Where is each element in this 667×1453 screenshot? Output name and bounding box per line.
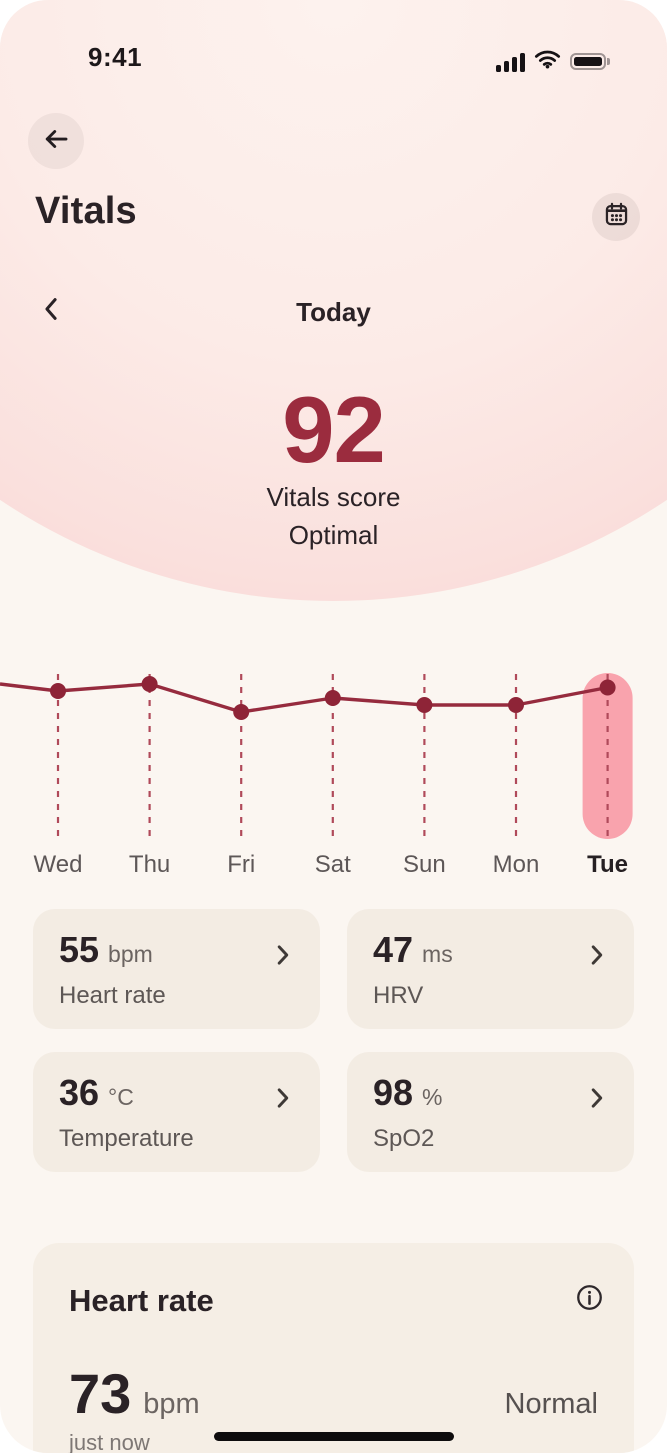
metric-label: HRV (373, 982, 424, 1009)
metric-unit: bpm (108, 941, 153, 967)
status-bar-icons (495, 49, 610, 74)
weekly-score-chart (0, 673, 633, 839)
metric-unit: ms (422, 941, 453, 967)
chevron-right-icon (272, 1085, 294, 1116)
chart-day-label[interactable]: Mon (492, 851, 540, 878)
metric-label: Temperature (59, 1125, 194, 1152)
chart-data-point (141, 676, 158, 692)
metric-value: 47 (373, 929, 414, 970)
detail-value: 73 (69, 1362, 132, 1425)
battery-icon (569, 53, 610, 70)
vitals-score-label: Vitals score (266, 482, 401, 512)
metric-value: 55 (59, 929, 100, 970)
cellular-signal-icon (495, 52, 525, 72)
metric-label: Heart rate (59, 982, 166, 1009)
chart-day-label[interactable]: Wed (33, 851, 83, 878)
vitals-score-value: 92 (282, 377, 386, 482)
detail-card-title: Heart rate (69, 1283, 214, 1318)
chart-data-point (50, 683, 66, 699)
hero-gradient (0, 0, 667, 601)
chart-data-point (599, 679, 616, 696)
chart-trend-line (0, 682, 608, 714)
home-indicator[interactable] (213, 1432, 454, 1441)
chart-data-point (233, 704, 250, 720)
chevron-right-icon (272, 942, 294, 973)
chart-day-label[interactable]: Fri (227, 851, 256, 878)
back-button[interactable] (28, 113, 84, 169)
date-label: Today (296, 297, 371, 327)
metric-card-spo2[interactable]: 98 % SpO2 (347, 1052, 634, 1172)
heart-rate-detail-card: Heart rate 73 bpm Normal just now (33, 1243, 634, 1453)
chart-day-labels: Wed Thu Fri Sat Sun Mon Tue (0, 851, 667, 883)
calendar-icon (603, 201, 630, 233)
vitals-score-status: Optimal (288, 520, 379, 550)
chart-day-label[interactable]: Thu (128, 851, 171, 878)
chevron-right-icon (586, 942, 608, 973)
metric-card-heart-rate[interactable]: 55 bpm Heart rate (33, 909, 320, 1029)
detail-timestamp: just now (69, 1430, 150, 1453)
chevron-left-icon (39, 295, 63, 328)
metric-value: 36 (59, 1072, 100, 1113)
previous-day-button[interactable] (36, 296, 66, 326)
metric-label: SpO2 (373, 1125, 435, 1152)
detail-status-badge: Normal (504, 1388, 598, 1420)
metric-card-temperature[interactable]: 36 °C Temperature (33, 1052, 320, 1172)
metric-value: 98 (373, 1072, 414, 1113)
chart-data-point (416, 697, 433, 713)
wifi-icon (534, 49, 561, 74)
back-arrow-icon (41, 124, 71, 159)
chart-day-label[interactable]: Sun (403, 851, 446, 878)
status-bar-time: 9:41 (88, 42, 143, 72)
metric-unit: % (422, 1084, 443, 1110)
metric-cards-grid: 55 bpm Heart rate 47 ms HRV 36 °C Temper… (33, 909, 634, 1172)
metric-card-hrv[interactable]: 47 ms HRV (347, 909, 634, 1029)
info-icon[interactable] (575, 1283, 604, 1317)
chart-day-label[interactable]: Tue (587, 851, 629, 878)
metric-unit: °C (108, 1084, 134, 1110)
chart-day-label[interactable]: Sat (314, 851, 351, 878)
chart-data-point (324, 690, 341, 706)
chart-data-point (508, 697, 524, 713)
chevron-right-icon (586, 1085, 608, 1116)
calendar-button[interactable] (592, 193, 640, 241)
detail-unit: bpm (143, 1388, 200, 1420)
page-title: Vitals (35, 190, 137, 232)
